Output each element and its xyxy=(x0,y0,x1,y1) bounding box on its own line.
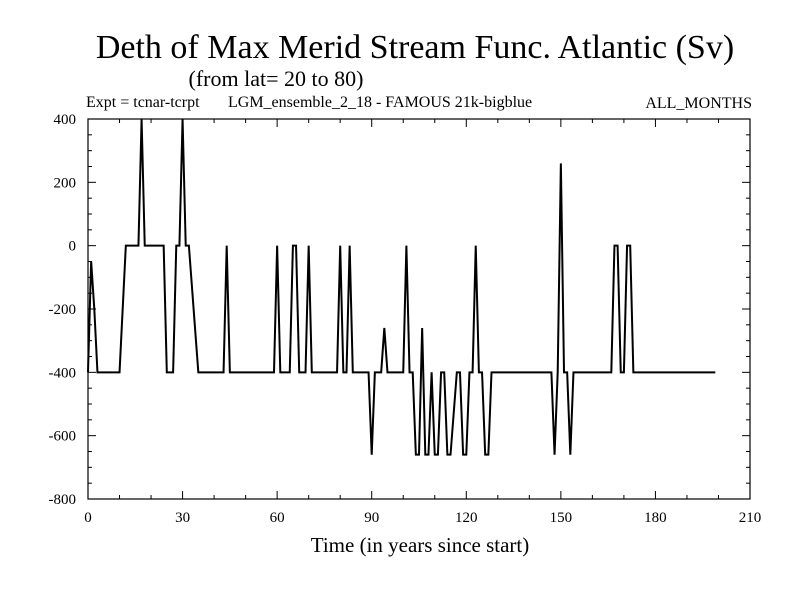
y-tick-label: -600 xyxy=(49,429,77,445)
y-tick-label: -800 xyxy=(49,492,77,508)
x-tick-label: 150 xyxy=(550,510,573,526)
y-tick-label: -200 xyxy=(49,302,77,318)
x-axis-label: Time (in years since start) xyxy=(311,533,530,557)
x-tick-label: 30 xyxy=(175,510,190,526)
x-tick-label: 90 xyxy=(364,510,379,526)
series-layer xyxy=(87,118,716,456)
y-tick-label: 200 xyxy=(54,175,77,191)
x-tick-label: 180 xyxy=(644,510,667,526)
y-tick-label: 0 xyxy=(69,239,77,255)
y-tick-label: 400 xyxy=(54,112,77,128)
x-axis: 0 30 60 90 120 150 180 210 xyxy=(84,119,761,526)
run-label: LGM_ensemble_2_18 - FAMOUS 21k-bigblue xyxy=(228,94,532,111)
series-line-0 xyxy=(87,118,716,456)
y-axis: 400 200 0 -200 -400 -600 -800 xyxy=(49,112,750,508)
x-tick-label: 120 xyxy=(455,510,478,526)
x-tick-label: 210 xyxy=(739,510,762,526)
chart-subtitle: (from lat= 20 to 80) xyxy=(189,66,364,91)
chart-title: Deth of Max Merid Stream Func. Atlantic … xyxy=(96,29,734,66)
x-tick-label: 60 xyxy=(270,510,285,526)
y-tick-label: -400 xyxy=(49,365,77,381)
x-tick-label: 0 xyxy=(84,510,92,526)
period-label: ALL_MONTHS xyxy=(645,95,752,112)
experiment-label: Expt = tcnar-tcrpt xyxy=(86,94,200,111)
